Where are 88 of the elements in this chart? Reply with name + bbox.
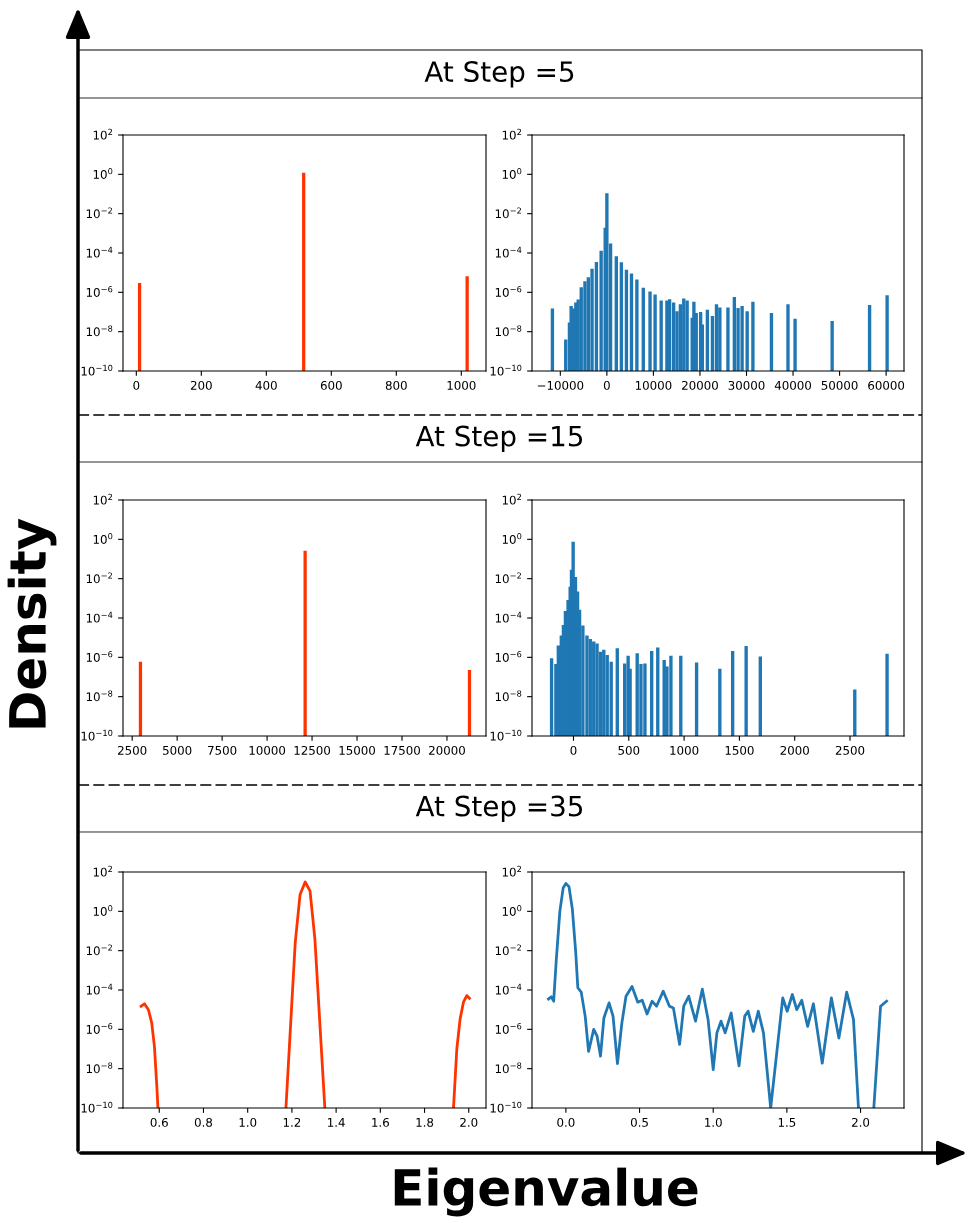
chart-title: At Step =15	[415, 425, 583, 452]
y-tick-label: 10$^{0}$	[93, 533, 113, 544]
y-tick-label: 10$^{2}$	[502, 865, 522, 877]
x-tick-label: 200	[190, 380, 212, 390]
x-tick-label: 1.6	[372, 1117, 389, 1127]
x-tick-label: 0.5	[630, 1117, 648, 1127]
y-tick-label: 10$^{−6}$	[495, 286, 522, 297]
x-tick-label: 20000	[682, 380, 718, 390]
y-tick-label: 10$^{0}$	[502, 905, 522, 916]
x-tick-label: 0	[133, 380, 140, 390]
x-tick-label: 2500	[835, 745, 865, 755]
x-tick-label: 1.5	[778, 1118, 796, 1127]
x-tick-label: 400	[255, 380, 277, 390]
y-tick-label: 10$^{−4}$	[495, 246, 522, 258]
x-tick-label: 60000	[868, 380, 905, 390]
y-tick-label: 10$^{−8}$	[495, 690, 522, 702]
y-tick-label: 10$^{−6}$	[86, 286, 113, 297]
x-tick-label: 5000	[163, 745, 192, 755]
y-tick-label: 10$^{−10}$	[81, 1101, 113, 1113]
x-tick-label: 0.6	[150, 1117, 168, 1127]
x-tick-label: 40000	[774, 380, 812, 390]
x-tick-label: 600	[320, 380, 342, 390]
y-tick-label: 10$^{2}$	[93, 493, 113, 505]
x-tick-label: 0.8	[194, 1117, 213, 1127]
y-tick-label: 10$^{−10}$	[490, 364, 522, 376]
y-tick-label: 10$^{−6}$	[86, 1023, 113, 1034]
y-tick-label: 10$^{−10}$	[81, 364, 113, 376]
x-tick-label: 2500	[118, 745, 147, 755]
x-tick-label: 10000	[249, 745, 286, 755]
x-tick-label: 17500	[384, 745, 420, 755]
y-tick-label: 10$^{−8}$	[495, 325, 522, 337]
y-tick-label: 10$^{−2}$	[495, 207, 522, 219]
x-tick-label: 1000	[670, 745, 699, 755]
y-tick-label: 10$^{−2}$	[86, 944, 113, 956]
y-tick-label: 10$^{2}$	[93, 128, 113, 140]
y-tick-label: 10$^{−2}$	[495, 944, 522, 956]
y-tick-label: 10$^{−8}$	[86, 325, 113, 337]
y-tick-label: 10$^{2}$	[502, 128, 522, 140]
x-tick-label: 800	[385, 380, 407, 390]
x-tick-label: 1500	[725, 745, 754, 755]
chart-title: At Step =35	[415, 795, 583, 822]
y-tick-label: 10$^{2}$	[93, 865, 113, 877]
x-tick-label: 1.0	[239, 1117, 257, 1127]
x-tick-label: 2.0	[852, 1117, 870, 1127]
y-tick-label: 10$^{−2}$	[86, 207, 113, 219]
y-tick-label: 10$^{−10}$	[490, 729, 522, 741]
y-tick-label: 10$^{−8}$	[495, 1062, 522, 1074]
y-tick-label: 10$^{−8}$	[86, 690, 113, 702]
x-tick-label: 0	[603, 380, 610, 390]
y-tick-label: 10$^{−4}$	[495, 611, 522, 623]
y-tick-label: 10$^{2}$	[502, 493, 522, 505]
x-tick-label: 1000	[447, 380, 476, 390]
text: Density	[7, 518, 57, 728]
x-tick-label: 10000	[635, 380, 672, 390]
y-tick-label: 10$^{−6}$	[495, 1023, 522, 1034]
y-tick-label: 10$^{−4}$	[495, 983, 522, 995]
y-tick-label: 10$^{−2}$	[86, 572, 113, 584]
x-tick-label: 50000	[821, 380, 858, 390]
x-tick-label: 1.4	[328, 1118, 345, 1127]
y-tick-label: 10$^{−6}$	[86, 651, 113, 662]
x-tick-label: 2000	[780, 745, 809, 755]
y-tick-label: 10$^{0}$	[93, 905, 113, 916]
y-tick-label: 10$^{0}$	[502, 168, 522, 179]
x-tick-label: 30000	[728, 380, 765, 390]
x-tick-label: 12500	[294, 745, 331, 755]
y-tick-label: 10$^{−4}$	[86, 246, 113, 258]
y-tick-label: 10$^{−2}$	[495, 572, 522, 584]
x-tick-label: 500	[618, 745, 640, 755]
x-tick-label: 7500	[208, 745, 237, 755]
chart-title: At Step =5	[424, 61, 574, 88]
x-tick-label: 15000	[339, 745, 376, 755]
y-tick-label: 10$^{−10}$	[490, 1101, 522, 1113]
x-tick-label: 1.0	[705, 1117, 722, 1127]
x-tick-label: 1.8	[416, 1117, 434, 1127]
x-tick-label: −10000	[537, 380, 584, 390]
y-tick-label: 10$^{0}$	[502, 533, 522, 544]
text: Eigenvalue	[394, 1167, 698, 1217]
y-tick-label: 10$^{−4}$	[86, 611, 113, 623]
x-tick-label: 2.0	[460, 1117, 478, 1127]
x-tick-label: 1.2	[283, 1117, 301, 1127]
y-tick-label: 10$^{−8}$	[86, 1062, 113, 1074]
y-tick-label: 10$^{−10}$	[81, 729, 113, 741]
y-tick-label: 10$^{−6}$	[495, 651, 522, 662]
x-tick-label: 0.0	[557, 1117, 575, 1127]
x-tick-label: 20000	[429, 745, 465, 755]
y-tick-label: 10$^{0}$	[93, 168, 113, 179]
x-tick-label: 0	[570, 745, 577, 755]
y-tick-label: 10$^{−4}$	[86, 983, 113, 995]
